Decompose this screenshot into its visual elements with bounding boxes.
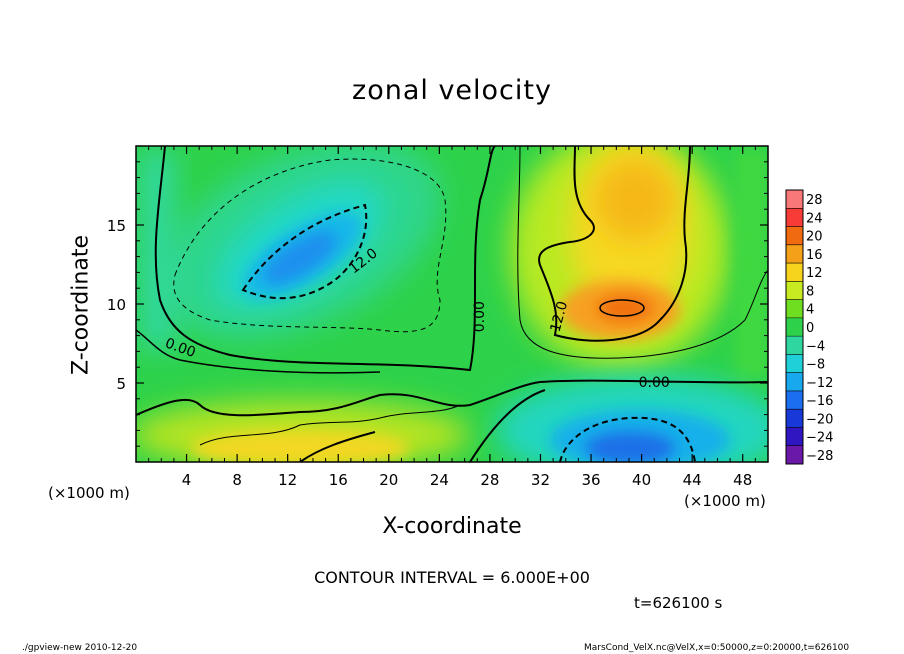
x-unit-label-right: (×1000 m) [684, 492, 766, 510]
colorbar-label: 24 [806, 211, 823, 226]
contour-label: 0.00 [472, 301, 488, 332]
colorbar-swatch [786, 445, 803, 464]
chart-title: zonal velocity [352, 75, 552, 106]
x-unit-label-left: (×1000 m) [48, 484, 130, 502]
x-tick-label: 40 [632, 471, 651, 489]
colorbar-label: 16 [806, 248, 823, 263]
colorbar-swatch [786, 427, 803, 446]
colorbar-label: −16 [806, 394, 833, 409]
x-tick-label: 16 [329, 471, 348, 489]
colorbar-label: 0 [806, 321, 814, 336]
x-tick-label: 48 [733, 471, 752, 489]
colorbar-swatch [786, 263, 803, 282]
y-tick-label: 5 [116, 375, 126, 393]
heatmap-field [136, 146, 768, 462]
contour-interval-text: CONTOUR INTERVAL = 6.000E+00 [314, 568, 590, 587]
colorbar-label: 28 [806, 193, 823, 208]
colorbar-label: −8 [806, 358, 825, 373]
colorbar-label: 12 [806, 266, 823, 281]
x-axis-label: X-coordinate [382, 514, 522, 539]
x-tick-label: 44 [683, 471, 702, 489]
footer-right: MarsCond_VelX.nc@VelX,x=0:50000,z=0:2000… [584, 643, 850, 653]
colorbar-swatch [786, 372, 803, 391]
colorbar-swatch [786, 208, 803, 227]
colorbar-swatch [786, 281, 803, 300]
colorbar-swatch [786, 390, 803, 410]
x-tick-label: 32 [531, 471, 550, 489]
colorbar-swatch [786, 190, 803, 209]
y-tick-label: 10 [107, 296, 126, 314]
colorbar-swatch [786, 299, 803, 318]
colorbar-swatch [786, 336, 803, 355]
x-tick-label: 8 [232, 471, 242, 489]
colorbar-swatch [786, 317, 803, 337]
colorbar-label: −20 [806, 412, 833, 427]
colorbar-swatch [786, 226, 803, 245]
x-tick-label: 24 [430, 471, 449, 489]
colorbar-label: 4 [806, 303, 814, 318]
x-tick-label: 36 [581, 471, 600, 489]
colorbar: 28 24 20 16 12 8 4 0 −4 −8 −12 −16 −20 −24 −28 [785, 189, 833, 465]
time-stamp: t=626100 s [634, 594, 723, 612]
contour-lines [136, 146, 768, 462]
x-tick-label: 4 [182, 471, 192, 489]
colorbar-swatch [786, 409, 803, 428]
contour-label: 0.00 [639, 375, 670, 391]
x-tick-label: 28 [480, 471, 499, 489]
x-tick-label: 20 [379, 471, 398, 489]
colorbar-label: −24 [806, 431, 833, 446]
x-tick-label: 12 [278, 471, 297, 489]
contour-label: 12.0 [548, 300, 572, 334]
colorbar-label: −12 [806, 376, 833, 391]
colorbar-label: −28 [806, 449, 833, 464]
y-tick-label: 15 [107, 217, 126, 235]
colorbar-label: −4 [806, 339, 825, 354]
colorbar-label: 20 [806, 230, 823, 245]
colorbar-swatch [786, 244, 803, 264]
footer-left: ./gpview-new 2010-12-20 [22, 643, 138, 653]
y-axis-label: Z-coordinate [68, 235, 94, 375]
colorbar-label: 8 [806, 284, 814, 299]
colorbar-swatch [786, 354, 803, 373]
